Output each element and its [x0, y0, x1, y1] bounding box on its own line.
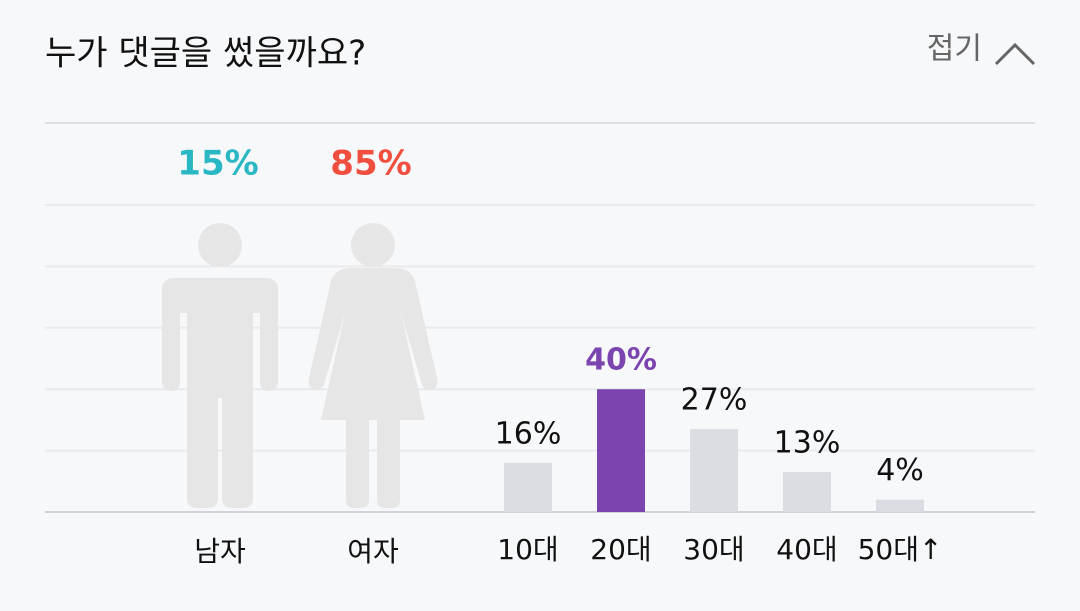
bar: [690, 429, 738, 512]
category-label: 여자: [347, 535, 399, 568]
category-label: 10대: [497, 533, 558, 566]
value-label: 13%: [774, 426, 841, 461]
bar: [504, 462, 552, 512]
title: 누가 댓글을 썼을까요?: [45, 34, 366, 74]
value-label: 16%: [495, 416, 562, 451]
bar: [783, 472, 831, 512]
category-label: 50대↑: [858, 533, 943, 566]
bar: [876, 499, 924, 512]
value-label: 85%: [330, 144, 411, 184]
chevron-up[interactable]: [994, 42, 1036, 66]
value-label: 4%: [876, 453, 924, 488]
category-label: 남자: [194, 535, 246, 568]
category-label: 40대: [776, 533, 837, 566]
value-label: 15%: [177, 144, 258, 184]
toggle-label[interactable]: 접기: [927, 32, 982, 67]
category-label: 20대: [590, 533, 651, 566]
bar: [597, 389, 645, 512]
value-label: 27%: [681, 383, 748, 418]
value-label: 40%: [585, 343, 657, 378]
category-label: 30대: [683, 533, 744, 566]
toggle[interactable]: 접기: [927, 32, 1036, 67]
